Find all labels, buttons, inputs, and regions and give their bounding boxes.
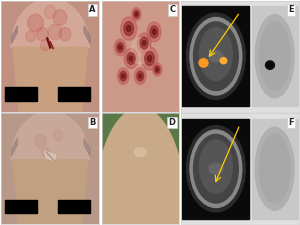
Circle shape [131,37,149,64]
Circle shape [152,29,156,35]
Ellipse shape [194,22,238,91]
Ellipse shape [200,140,232,193]
Text: F: F [289,118,294,127]
Bar [58,200,91,213]
Circle shape [53,10,67,25]
Polygon shape [11,0,89,47]
Circle shape [139,74,142,78]
Polygon shape [102,113,179,224]
Circle shape [156,68,158,71]
Circle shape [132,8,141,21]
Circle shape [150,26,158,38]
Circle shape [147,55,152,62]
Circle shape [135,12,138,16]
Circle shape [41,148,49,157]
Circle shape [220,58,227,64]
Polygon shape [181,113,299,224]
Circle shape [119,45,122,50]
Circle shape [268,63,272,67]
Circle shape [124,22,134,36]
Ellipse shape [209,51,223,62]
Polygon shape [181,1,299,112]
Circle shape [44,5,56,19]
Circle shape [134,10,139,18]
Circle shape [34,134,46,148]
Ellipse shape [134,148,146,157]
Ellipse shape [187,13,245,99]
Circle shape [137,33,151,53]
Text: B: B [89,118,95,127]
Circle shape [26,31,35,42]
Ellipse shape [187,126,245,212]
Polygon shape [1,113,99,224]
Circle shape [118,68,129,84]
Circle shape [28,14,43,32]
Ellipse shape [255,15,294,98]
Ellipse shape [194,134,238,203]
Ellipse shape [260,22,290,91]
Text: E: E [289,5,294,14]
Circle shape [134,68,146,84]
Circle shape [48,24,62,40]
Text: C: C [169,5,176,14]
Circle shape [59,27,71,41]
Circle shape [53,130,63,141]
Circle shape [120,71,127,81]
Circle shape [121,17,137,40]
Circle shape [37,27,48,41]
Circle shape [141,47,158,70]
Polygon shape [13,160,88,224]
Bar [58,87,91,101]
Circle shape [137,71,144,81]
Circle shape [127,25,131,32]
Circle shape [129,56,133,61]
Polygon shape [1,1,99,112]
Circle shape [142,40,146,46]
Circle shape [40,40,50,51]
Ellipse shape [209,163,223,174]
Circle shape [153,63,162,76]
Circle shape [140,37,148,49]
Circle shape [154,65,160,74]
Ellipse shape [255,127,294,210]
Circle shape [145,52,154,65]
Polygon shape [13,47,88,112]
Circle shape [122,74,125,78]
Ellipse shape [190,18,242,95]
Ellipse shape [260,134,290,203]
Circle shape [199,59,208,67]
Circle shape [114,39,126,56]
Bar [182,7,249,106]
Bar [5,200,38,213]
Bar [182,119,249,218]
Text: A: A [89,5,95,14]
Circle shape [147,22,161,42]
Bar [252,119,298,218]
Polygon shape [96,108,185,224]
Polygon shape [102,1,179,112]
Text: D: D [169,118,176,127]
Bar [252,7,298,106]
Ellipse shape [190,130,242,207]
Circle shape [124,49,138,68]
Polygon shape [44,151,56,161]
Polygon shape [11,111,89,160]
Circle shape [266,61,274,69]
Circle shape [117,42,124,52]
Ellipse shape [200,27,232,81]
Bar [5,87,38,101]
Circle shape [127,52,135,64]
